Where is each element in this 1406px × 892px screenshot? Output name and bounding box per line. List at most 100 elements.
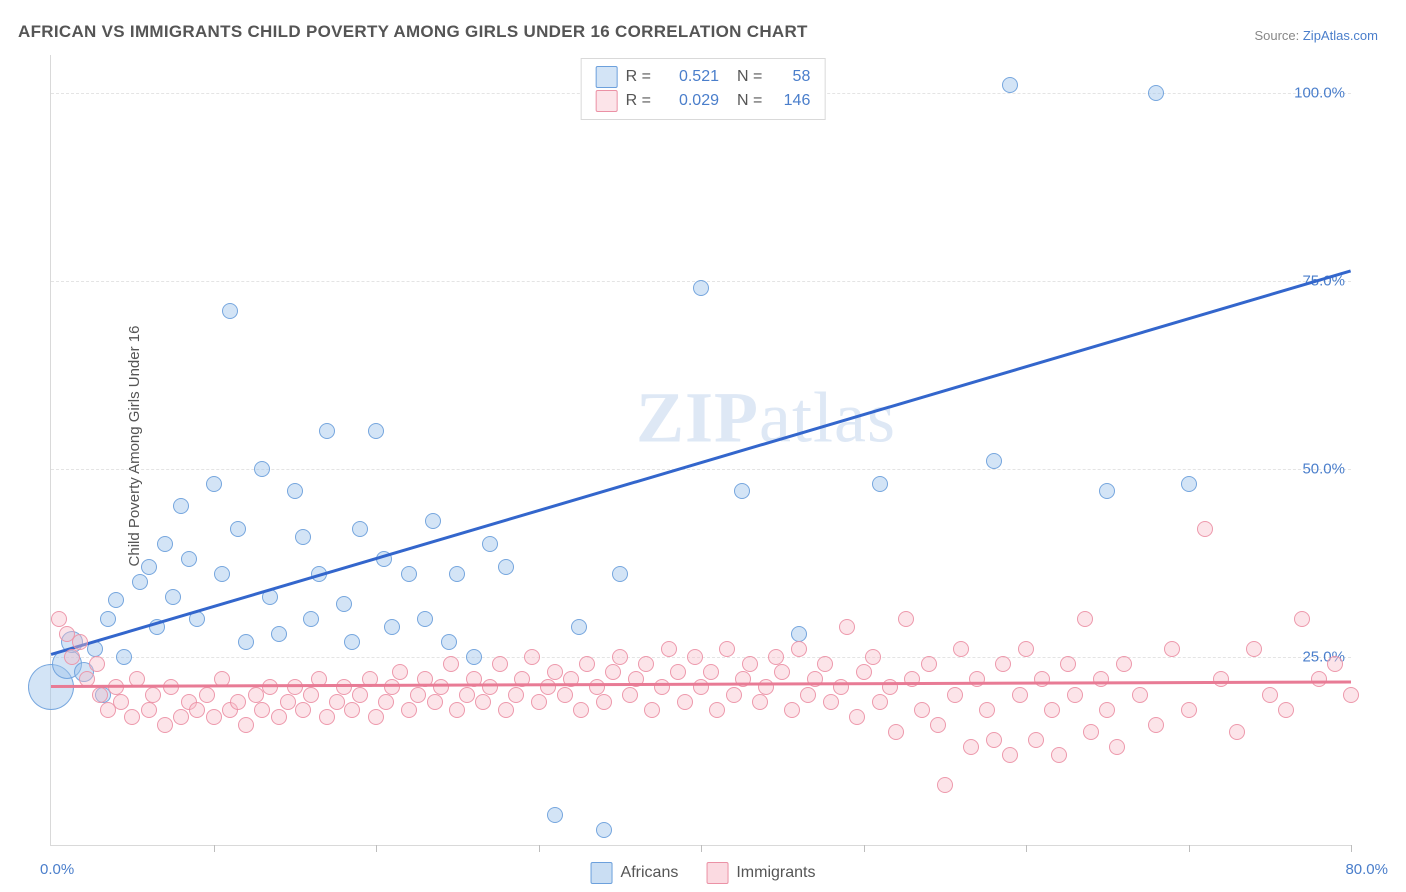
immigrant-point <box>986 732 1002 748</box>
immigrant-point <box>524 649 540 665</box>
african-point <box>230 521 246 537</box>
immigrant-point <box>392 664 408 680</box>
african-point <box>986 453 1002 469</box>
immigrant-point <box>752 694 768 710</box>
immigrant-point <box>758 679 774 695</box>
immigrant-point <box>482 679 498 695</box>
immigrant-point <box>433 679 449 695</box>
immigrant-point <box>459 687 475 703</box>
immigrant-point <box>1246 641 1262 657</box>
immigrant-point <box>1148 717 1164 733</box>
immigrant-point <box>963 739 979 755</box>
african-point <box>1148 85 1164 101</box>
series-swatch <box>591 862 613 884</box>
immigrant-point <box>914 702 930 718</box>
immigrant-point <box>113 694 129 710</box>
x-tick <box>376 845 377 852</box>
immigrant-point <box>1002 747 1018 763</box>
x-tick <box>864 845 865 852</box>
immigrant-point <box>199 687 215 703</box>
immigrant-point <box>475 694 491 710</box>
immigrant-point <box>449 702 465 718</box>
n-label: N = <box>737 65 762 89</box>
immigrant-point <box>427 694 443 710</box>
immigrant-point <box>1311 671 1327 687</box>
african-point <box>596 822 612 838</box>
y-tick-label: 50.0% <box>1302 460 1345 477</box>
african-point <box>734 483 750 499</box>
immigrant-point <box>622 687 638 703</box>
african-point <box>384 619 400 635</box>
african-point <box>425 513 441 529</box>
immigrant-point <box>303 687 319 703</box>
immigrant-point <box>947 687 963 703</box>
african-point <box>271 626 287 642</box>
source-link[interactable]: ZipAtlas.com <box>1303 28 1378 43</box>
immigrant-point <box>784 702 800 718</box>
immigrant-point <box>719 641 735 657</box>
x-tick <box>1026 845 1027 852</box>
immigrant-point <box>1034 671 1050 687</box>
immigrant-point <box>1132 687 1148 703</box>
immigrant-point <box>401 702 417 718</box>
immigrant-point <box>498 702 514 718</box>
immigrant-point <box>774 664 790 680</box>
african-point <box>116 649 132 665</box>
x-tick <box>539 845 540 852</box>
immigrant-point <box>206 709 222 725</box>
immigrant-point <box>540 679 556 695</box>
immigrant-point <box>262 679 278 695</box>
x-tick <box>214 845 215 852</box>
african-point <box>872 476 888 492</box>
immigrant-point <box>230 694 246 710</box>
immigrant-point <box>443 656 459 672</box>
african-point <box>181 551 197 567</box>
immigrant-point <box>888 724 904 740</box>
immigrant-point <box>410 687 426 703</box>
immigrant-point <box>531 694 547 710</box>
immigrant-point <box>638 656 654 672</box>
x-tick <box>701 845 702 852</box>
immigrant-point <box>1083 724 1099 740</box>
immigrant-point <box>865 649 881 665</box>
immigrant-point <box>1051 747 1067 763</box>
immigrant-point <box>921 656 937 672</box>
source-attribution: Source: ZipAtlas.com <box>1254 28 1378 43</box>
african-point <box>1002 77 1018 93</box>
immigrant-point <box>589 679 605 695</box>
r-value: 0.521 <box>659 65 719 89</box>
immigrant-point <box>904 671 920 687</box>
immigrant-point <box>295 702 311 718</box>
immigrant-point <box>141 702 157 718</box>
immigrant-point <box>703 664 719 680</box>
african-point <box>498 559 514 575</box>
immigrant-point <box>654 679 670 695</box>
immigrant-point <box>807 671 823 687</box>
african-point <box>571 619 587 635</box>
immigrant-point <box>1327 656 1343 672</box>
african-point <box>352 521 368 537</box>
immigrant-point <box>1077 611 1093 627</box>
immigrant-point <box>72 634 88 650</box>
immigrant-point <box>189 702 205 718</box>
african-point <box>344 634 360 650</box>
immigrant-point <box>1343 687 1359 703</box>
african-point <box>132 574 148 590</box>
immigrant-point <box>661 641 677 657</box>
immigrant-point <box>352 687 368 703</box>
immigrant-point <box>1093 671 1109 687</box>
immigrant-point <box>368 709 384 725</box>
african-point <box>295 529 311 545</box>
legend-swatch <box>596 90 618 112</box>
immigrant-point <box>1109 739 1125 755</box>
immigrant-point <box>336 679 352 695</box>
watermark-rest: atlas <box>759 378 896 458</box>
immigrant-point <box>742 656 758 672</box>
immigrant-point <box>605 664 621 680</box>
immigrant-point <box>1018 641 1034 657</box>
immigrant-point <box>1028 732 1044 748</box>
immigrant-point <box>64 649 80 665</box>
african-point <box>108 592 124 608</box>
immigrant-point <box>1116 656 1132 672</box>
african-point <box>449 566 465 582</box>
